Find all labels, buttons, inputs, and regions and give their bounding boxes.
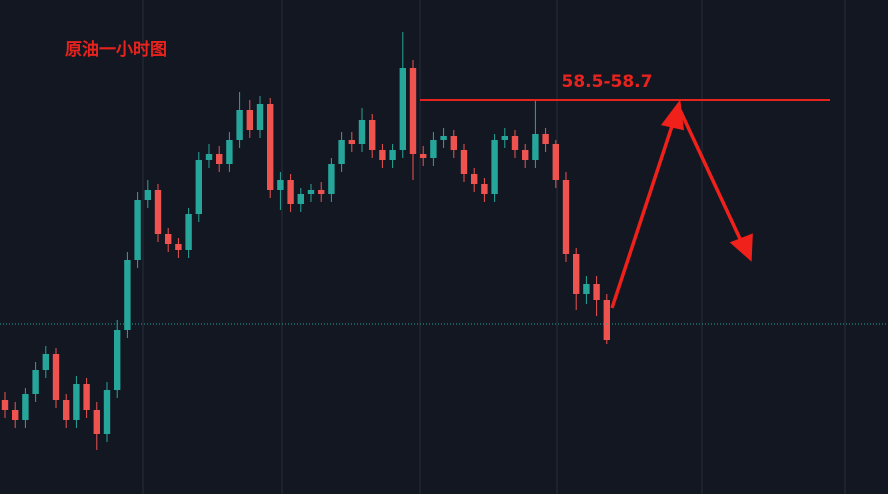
candle-body	[52, 354, 60, 400]
candle-body	[542, 134, 549, 144]
candle-body	[236, 110, 243, 140]
candle-body	[450, 136, 457, 150]
candle-body	[318, 190, 325, 194]
candle-body	[42, 354, 49, 370]
candle-body	[32, 370, 39, 394]
candle-body	[399, 68, 406, 150]
candle-body	[83, 384, 90, 410]
candle-body	[93, 410, 100, 434]
candle-body	[114, 330, 121, 390]
candle-body	[124, 260, 131, 330]
candle-body	[328, 164, 335, 194]
candle-body	[583, 284, 590, 294]
candle-body	[226, 140, 233, 164]
arrow-up	[610, 119, 676, 309]
candle-body	[522, 150, 529, 160]
candle-body	[491, 140, 498, 194]
candle-body	[185, 214, 192, 250]
candle-body	[389, 150, 396, 160]
candle-body	[22, 394, 29, 420]
candle-body	[552, 144, 559, 180]
candle-body	[154, 190, 162, 234]
overlay: 58.5-58.7	[0, 72, 888, 325]
arrow-head	[729, 233, 753, 262]
candle-body	[246, 110, 253, 130]
candle-body	[409, 68, 417, 154]
candle-body	[165, 234, 172, 244]
candle-body	[420, 154, 427, 158]
candle-body	[12, 410, 19, 420]
candles	[1, 32, 610, 450]
candle-body	[501, 136, 508, 140]
candle-body	[532, 134, 539, 160]
candle-body	[511, 136, 519, 150]
candle-body	[338, 140, 345, 164]
candle-body	[175, 244, 182, 250]
candle-body	[297, 194, 304, 204]
candle-body	[481, 184, 488, 194]
candle-body	[307, 190, 315, 194]
candle-body	[430, 140, 437, 158]
candle-body	[603, 300, 610, 340]
candle-body	[348, 140, 355, 144]
candle-body	[287, 180, 294, 204]
candle-body	[134, 200, 141, 260]
candle-body	[593, 284, 600, 300]
annotation-label: 58.5-58.7	[562, 72, 653, 92]
candle-body	[277, 180, 284, 190]
candle-body	[144, 190, 151, 200]
candle-body	[195, 160, 202, 214]
chart-title: 原油一小时图	[65, 39, 167, 60]
candle-body	[369, 120, 376, 150]
candle-body	[379, 150, 386, 160]
candle-body	[440, 136, 447, 140]
candle-body	[1, 400, 9, 410]
candle-body	[460, 150, 468, 174]
candle-body	[358, 120, 366, 144]
candle-body	[267, 104, 274, 190]
grid	[142, 0, 846, 494]
candle-body	[205, 154, 213, 160]
arrow-down	[678, 109, 744, 244]
candle-body	[471, 174, 478, 184]
candle-body	[63, 400, 70, 420]
candle-body	[562, 180, 570, 254]
arrow-head	[660, 99, 685, 131]
candle-body	[573, 254, 580, 294]
candle-body	[216, 154, 223, 164]
candle-body	[73, 384, 80, 420]
candle-body	[256, 104, 264, 130]
arrows	[610, 99, 753, 309]
candle-body	[103, 390, 111, 434]
